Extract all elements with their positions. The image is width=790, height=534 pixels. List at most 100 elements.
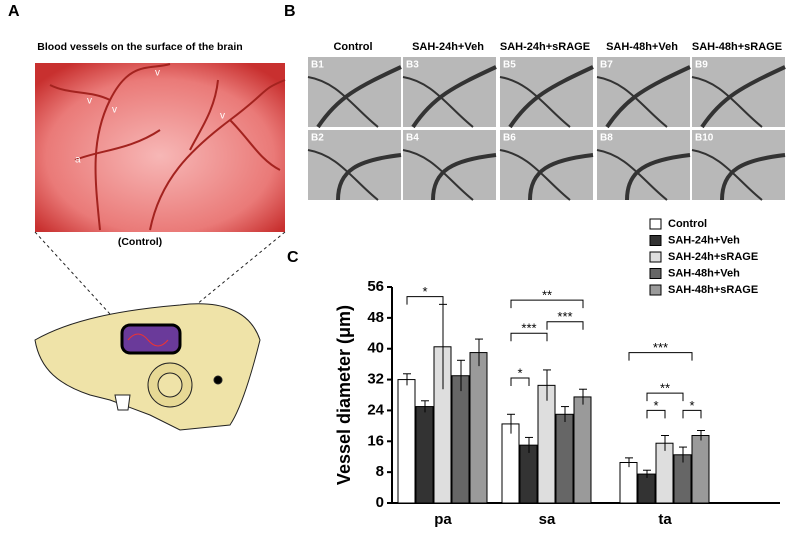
vessel <box>402 149 474 201</box>
bar <box>691 435 710 504</box>
vessel <box>528 153 594 201</box>
micrograph <box>403 130 496 200</box>
column-header: Control <box>333 41 372 53</box>
x-tick-label: sa <box>539 511 556 528</box>
vessel <box>508 65 594 129</box>
brain-photo: v v v v a <box>35 63 286 232</box>
bar <box>501 423 520 504</box>
bar <box>637 473 656 504</box>
vessel <box>596 76 668 128</box>
legend-label: SAH-24h+sRAGE <box>668 251 758 263</box>
vessels <box>499 149 594 201</box>
vessel <box>605 65 691 129</box>
vessel <box>402 76 474 128</box>
legend-swatch <box>649 218 662 230</box>
svg-text:v: v <box>220 111 225 122</box>
panel-label: C <box>287 249 299 266</box>
significance-bracket <box>546 321 584 330</box>
tile-label: B10 <box>695 133 714 144</box>
significance-label: ** <box>660 381 670 396</box>
tile-label: B5 <box>503 60 516 71</box>
panel-label: A <box>8 3 20 20</box>
y-tick-label: 24 <box>367 401 384 418</box>
bar <box>573 396 592 504</box>
y-tick-label: 48 <box>367 309 384 326</box>
column-header: SAH-24h+sRAGE <box>500 41 590 53</box>
vessel <box>596 149 668 201</box>
micrograph <box>597 130 690 200</box>
vessel <box>499 76 571 128</box>
vessels <box>691 149 786 201</box>
tile-label: B4 <box>406 133 419 144</box>
legend-label: SAH-48h+sRAGE <box>668 284 758 296</box>
caption: (Control) <box>118 236 162 248</box>
vessel <box>316 65 402 129</box>
vessels <box>307 65 402 129</box>
tile-label: B8 <box>600 133 613 144</box>
vessels <box>596 65 691 129</box>
column-header: SAH-24h+Veh <box>412 41 484 53</box>
column-header: SAH-48h+sRAGE <box>692 41 782 53</box>
vessels <box>499 65 594 129</box>
legend-swatch <box>649 284 662 296</box>
y-tick-label: 0 <box>376 494 384 511</box>
svg-text:v: v <box>112 105 117 116</box>
svg-text:a: a <box>75 155 81 166</box>
significance-bracket <box>646 409 666 419</box>
y-axis-label: Vessel diameter (μm) <box>334 305 354 485</box>
vessels <box>402 65 497 129</box>
svg-text:v: v <box>87 96 92 107</box>
legend-label: SAH-48h+Veh <box>668 267 740 279</box>
vessel <box>625 153 691 201</box>
significance-bracket <box>510 299 584 309</box>
significance-label: * <box>517 365 522 380</box>
vessel <box>336 153 402 201</box>
tile-label: B3 <box>406 60 419 71</box>
vessels <box>691 65 786 129</box>
bar <box>619 462 638 504</box>
legend-label: SAH-24h+Veh <box>668 234 740 246</box>
column-header: SAH-48h+Veh <box>606 41 678 53</box>
vessel <box>720 153 786 201</box>
micrograph <box>692 130 785 200</box>
bar <box>655 442 674 504</box>
bar <box>451 375 470 504</box>
panel-label: B <box>284 3 296 20</box>
significance-label: *** <box>653 340 668 355</box>
bar <box>555 413 574 504</box>
micrograph <box>308 130 401 200</box>
significance-bracket <box>510 377 530 387</box>
y-tick-label: 40 <box>367 340 384 357</box>
vessels <box>307 149 402 201</box>
significance-bracket <box>682 409 702 419</box>
vessel <box>700 65 786 129</box>
significance-label: * <box>422 284 427 299</box>
skull-drawing <box>34 231 286 431</box>
legend-swatch <box>649 251 662 263</box>
significance-label: * <box>653 398 658 413</box>
vessel <box>691 76 763 128</box>
x-tick-label: ta <box>658 511 672 528</box>
panel-title: Blood vessels on the surface of the brai… <box>37 41 242 53</box>
tile-label: B2 <box>311 133 324 144</box>
significance-bracket <box>510 332 548 342</box>
vessel <box>307 149 379 201</box>
significance-label: *** <box>557 309 572 324</box>
legend-swatch <box>649 235 662 246</box>
bar <box>415 406 434 504</box>
svg-text:v: v <box>155 68 160 79</box>
tile-label: B9 <box>695 60 708 71</box>
y-tick-label: 16 <box>367 432 384 449</box>
tile-label: B6 <box>503 133 516 144</box>
bar <box>469 352 488 504</box>
tile-label: B7 <box>600 60 613 71</box>
significance-bracket <box>646 392 684 402</box>
vessel <box>411 65 497 129</box>
significance-label: * <box>689 398 694 413</box>
x-tick-label: pa <box>434 511 452 528</box>
bar <box>397 379 416 504</box>
legend-label: Control <box>668 218 707 230</box>
y-tick-label: 56 <box>367 278 384 295</box>
vessel <box>431 153 497 201</box>
